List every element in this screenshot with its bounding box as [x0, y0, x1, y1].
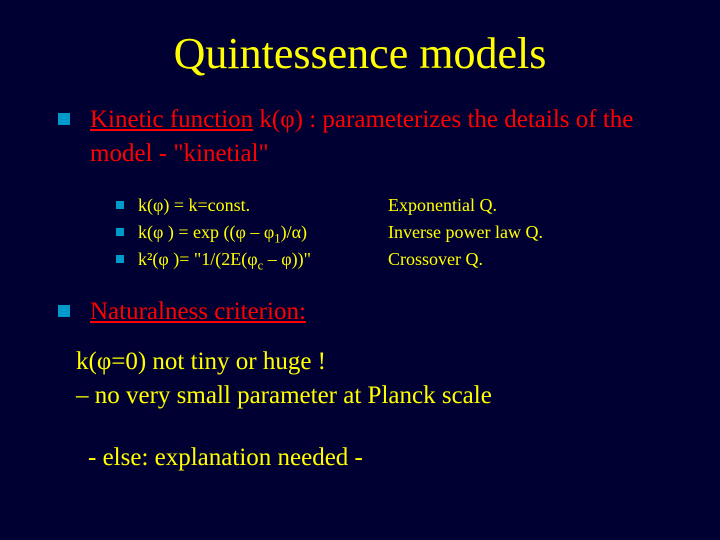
sub-right: Inverse power law Q. — [388, 220, 543, 244]
plain-line-1: k(φ=0) not tiny or huge !– no very small… — [76, 345, 680, 413]
square-bullet-icon — [116, 255, 124, 263]
square-bullet-icon — [58, 113, 70, 125]
main-bullet-row: Kinetic function k(φ) : parameterizes th… — [58, 103, 680, 171]
sub-right: Crossover Q. — [388, 247, 483, 271]
sub-bullet-list: k(φ) = k=const. Exponential Q. k(φ ) = e… — [116, 193, 680, 272]
square-bullet-icon — [116, 228, 124, 236]
sub-item: k²(φ )= "1/(2E(φc – φ))" Crossover Q. — [116, 247, 680, 271]
slide: Quintessence models Kinetic function k(φ… — [0, 0, 720, 540]
square-bullet-icon — [58, 305, 70, 317]
slide-title: Quintessence models — [40, 28, 680, 79]
plain-line-2: - else: explanation needed - — [88, 441, 680, 475]
sub-left: k²(φ )= "1/(2E(φc – φ))" — [138, 247, 388, 271]
naturalness-text: Naturalness criterion: — [90, 295, 306, 329]
sub-left: k(φ) = k=const. — [138, 193, 388, 217]
sub-left: k(φ ) = exp ((φ – φ1)/α) — [138, 220, 388, 244]
natural-bullet-row: Naturalness criterion: — [58, 295, 680, 329]
sub-right: Exponential Q. — [388, 193, 497, 217]
sub-item: k(φ ) = exp ((φ – φ1)/α) Inverse power l… — [116, 220, 680, 244]
square-bullet-icon — [116, 201, 124, 209]
main-point-text: Kinetic function k(φ) : parameterizes th… — [90, 103, 650, 171]
kinetic-function-underline: Kinetic function — [90, 106, 253, 133]
sub-item: k(φ) = k=const. Exponential Q. — [116, 193, 680, 217]
